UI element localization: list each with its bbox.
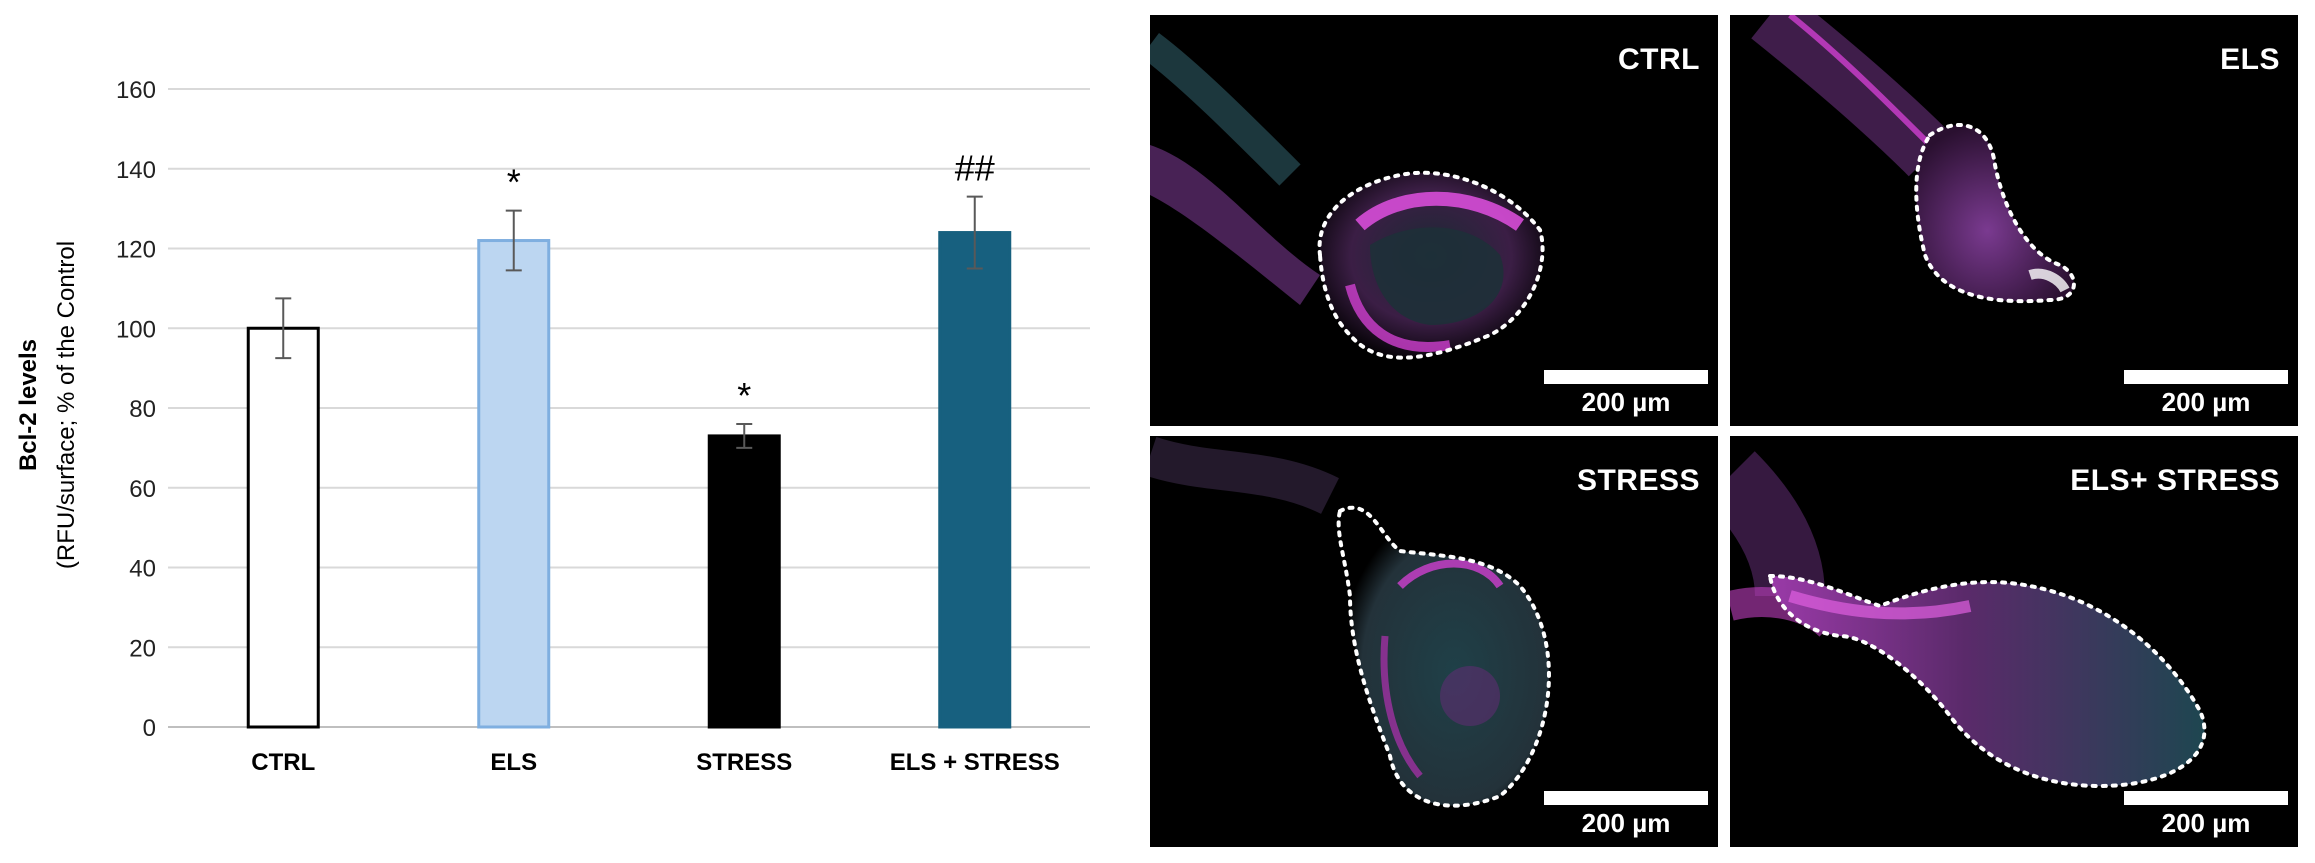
micrograph-panel-ctrl: CTRL 200 µm [1150, 15, 1718, 426]
micrograph-label-stress: STRESS [1576, 464, 1700, 497]
scale-bar-label: 200 µm [2161, 808, 2251, 838]
significance-marker: * [737, 375, 751, 416]
x-tick-label: ELS [490, 749, 537, 776]
bar [938, 231, 1012, 729]
micrograph-label-ctrl: CTRL [1618, 43, 1700, 76]
scale-bar [1544, 791, 1708, 805]
y-tick-label: 140 [116, 157, 156, 184]
micrograph-panel-stress: STRESS 200 µm [1150, 436, 1718, 847]
x-axis-ticks: CTRL ELS STRESS ELS + STRESS [251, 749, 1060, 776]
y-tick-label: 40 [129, 556, 156, 583]
scale-bar-label: 200 µm [1581, 808, 1671, 838]
significance-markers: * * ## [507, 148, 995, 416]
scale-bar-label: 200 µm [2161, 387, 2251, 417]
scale-bar [1544, 370, 1708, 384]
x-tick-label: ELS + STRESS [890, 749, 1060, 776]
scale-bar [2124, 791, 2288, 805]
y-tick-label: 60 [129, 476, 156, 503]
y-axis-label-line2: (RFU/surface; % of the Control [53, 241, 80, 569]
y-tick-label: 20 [129, 635, 156, 662]
error-bars [275, 195, 983, 449]
y-tick-label: 0 [143, 715, 156, 742]
scale-bar [2124, 370, 2288, 384]
micrograph-label-els-stress: ELS+ STRESS [2070, 464, 2280, 497]
y-axis-label-line1: Bcl-2 levels [15, 339, 42, 471]
significance-marker: * [507, 162, 521, 203]
bar [477, 239, 551, 729]
significance-marker: ## [955, 148, 995, 189]
micrograph-ctrl-image [1150, 33, 1545, 360]
gridlines [168, 88, 1090, 728]
micrograph-label-els: ELS [2220, 43, 2280, 76]
x-tick-label: STRESS [696, 749, 792, 776]
micrograph-stress-image [1150, 436, 1551, 808]
scale-bar-label: 200 µm [1581, 387, 1671, 417]
x-tick-label: CTRL [251, 749, 315, 776]
bar [246, 326, 320, 729]
y-tick-label: 120 [116, 237, 156, 264]
micrograph-els-stress-image [1730, 451, 2207, 789]
y-tick-label: 80 [129, 396, 156, 423]
y-tick-label: 100 [116, 316, 156, 343]
y-tick-label: 160 [116, 77, 156, 104]
micrograph-panel-els: ELS 200 µm [1730, 15, 2298, 426]
micrograph-panel-els-stress: ELS+ STRESS 200 µm [1730, 436, 2298, 847]
bars [246, 231, 1012, 729]
micrograph-els-image [1751, 15, 2076, 304]
y-axis-ticks: 0 20 40 60 80 100 120 140 160 [116, 77, 156, 742]
bar [707, 434, 781, 729]
bar-chart: 0 20 40 60 80 100 120 140 160 CTRL ELS STRESS ELS +… [15, 77, 1090, 776]
